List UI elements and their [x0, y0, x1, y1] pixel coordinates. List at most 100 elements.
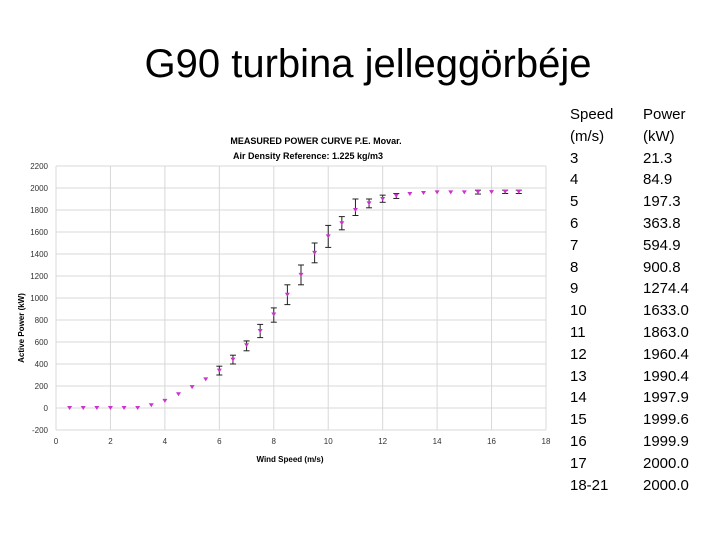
- data-point: [393, 193, 399, 198]
- data-point: [216, 368, 222, 373]
- speed-value: 14: [570, 389, 587, 407]
- data-point: [257, 329, 263, 333]
- y-tick-label: 600: [35, 338, 49, 347]
- power-value: 21.3: [643, 149, 673, 167]
- speed-value: 12: [570, 345, 587, 363]
- y-tick-label: 2000: [30, 184, 48, 193]
- gridlines: [55, 165, 547, 431]
- x-tick-label: 10: [324, 437, 333, 446]
- x-tick-label: 4: [163, 437, 168, 446]
- speed-values: 3 4 5 6 7 8 9 10 11 12 13 14 15 16 17 18-21: [570, 148, 613, 497]
- speed-value: 17: [570, 454, 587, 472]
- data-point: [284, 292, 290, 297]
- x-tick-label: 12: [378, 437, 387, 446]
- data-point: [312, 250, 318, 255]
- speed-value: 3: [570, 149, 579, 167]
- power-value: 900.8: [643, 258, 681, 276]
- power-value: 84.9: [643, 171, 673, 189]
- data-point: [271, 312, 277, 317]
- x-tick-label: 8: [272, 437, 277, 446]
- data-point: [421, 190, 426, 195]
- data-point: [80, 406, 86, 410]
- data-point: [461, 190, 467, 195]
- x-tick-label: 18: [542, 437, 551, 446]
- slide-title: G90 turbina jelleggörbéje: [144, 42, 592, 86]
- data-point: [176, 392, 181, 397]
- data-point: [244, 343, 250, 348]
- power-curve-svg: MEASURED POWER CURVE P.E. Movar. Air Den…: [17, 136, 551, 464]
- speed-value: 15: [570, 411, 587, 429]
- power-curve-chart: MEASURED POWER CURVE P.E. Movar. Air Den…: [10, 128, 558, 470]
- y-tick-label: 1400: [30, 250, 48, 259]
- x-tick-labels: 0 2 4 6 8 10 12 14 16 18: [54, 437, 551, 446]
- speed-value: 18-21: [570, 476, 609, 494]
- power-value: 1999.6: [643, 411, 689, 429]
- power-value: 594.9: [643, 236, 681, 254]
- power-column: Power (kW) 21.3 84.9 197.3 363.8 594.9 900.8 1…: [643, 104, 689, 496]
- data-point: [502, 189, 508, 194]
- y-tick-label: 1800: [30, 206, 48, 215]
- data-point: [203, 377, 209, 382]
- y-tick-label: 1600: [30, 228, 48, 237]
- y-tick-label: 800: [35, 316, 49, 325]
- speed-value: 10: [570, 302, 587, 320]
- speed-value: 11: [570, 323, 586, 341]
- data-point: [135, 406, 141, 410]
- error-bars: [216, 189, 522, 376]
- speed-header-line-1: Speed: [570, 106, 614, 123]
- data-points: [67, 189, 522, 410]
- power-value: 1863.0: [643, 323, 689, 341]
- data-point: [189, 385, 195, 390]
- speed-value: 8: [570, 258, 579, 276]
- data-point: [380, 197, 386, 201]
- data-point: [489, 190, 495, 195]
- power-value: 2000.0: [643, 476, 689, 494]
- y-tick-label: -200: [32, 426, 49, 435]
- power-value: 1997.9: [643, 389, 689, 407]
- x-tick-label: 6: [217, 437, 222, 446]
- speed-value: 13: [570, 367, 587, 385]
- data-point: [475, 190, 481, 195]
- power-value: 197.3: [643, 193, 681, 211]
- power-values: 21.3 84.9 197.3 363.8 594.9 900.8 1274.4 1633.0…: [643, 148, 689, 497]
- x-tick-label: 16: [487, 437, 496, 446]
- power-header-line-1: Power: [643, 106, 686, 123]
- chart-title: MEASURED POWER CURVE P.E. Movar.: [230, 136, 401, 146]
- speed-value: 9: [570, 280, 579, 298]
- power-value: 363.8: [643, 214, 681, 232]
- y-tick-label: 2200: [30, 162, 48, 171]
- power-value: 1990.4: [643, 367, 689, 385]
- x-tick-label: 2: [108, 437, 113, 446]
- speed-column: Speed (m/s) 3 4 5 6 7 8 9 10 11 12 13 14 15 16 17 18-21: [570, 104, 613, 496]
- y-axis-label: Active Power (kW): [17, 293, 26, 363]
- data-point: [162, 398, 168, 403]
- data-point: [434, 190, 440, 195]
- data-point: [516, 189, 522, 194]
- data-point: [67, 406, 73, 410]
- power-header-line-2: (kW): [643, 127, 675, 145]
- x-axis-label: Wind Speed (m/s): [256, 455, 323, 464]
- speed-value: 7: [570, 236, 579, 254]
- data-point: [448, 190, 454, 195]
- power-value: 1999.9: [643, 432, 689, 450]
- speed-value: 5: [570, 193, 579, 211]
- speed-value: 16: [570, 432, 587, 450]
- data-point: [121, 406, 127, 410]
- power-value: 2000.0: [643, 454, 689, 472]
- data-point: [230, 357, 236, 362]
- y-tick-label: 1000: [30, 294, 48, 303]
- power-value: 1274.4: [643, 280, 689, 298]
- chart-subtitle: Air Density Reference: 1.225 kg/m3: [233, 151, 383, 161]
- y-tick-label: 400: [35, 360, 49, 369]
- x-tick-label: 14: [433, 437, 442, 446]
- data-point: [325, 234, 331, 239]
- speed-value: 6: [570, 214, 579, 232]
- y-tick-label: 200: [35, 382, 49, 391]
- y-tick-label: 1200: [30, 272, 48, 281]
- y-tick-label: 0: [44, 404, 49, 413]
- data-point: [366, 201, 372, 206]
- y-tick-labels: -200 0 200 400 600 800 1000 1200 1400 1600 1800 200…: [30, 162, 48, 435]
- x-tick-label: 0: [54, 437, 59, 446]
- speed-header-line-2: (m/s): [570, 127, 605, 145]
- power-value: 1633.0: [643, 302, 689, 320]
